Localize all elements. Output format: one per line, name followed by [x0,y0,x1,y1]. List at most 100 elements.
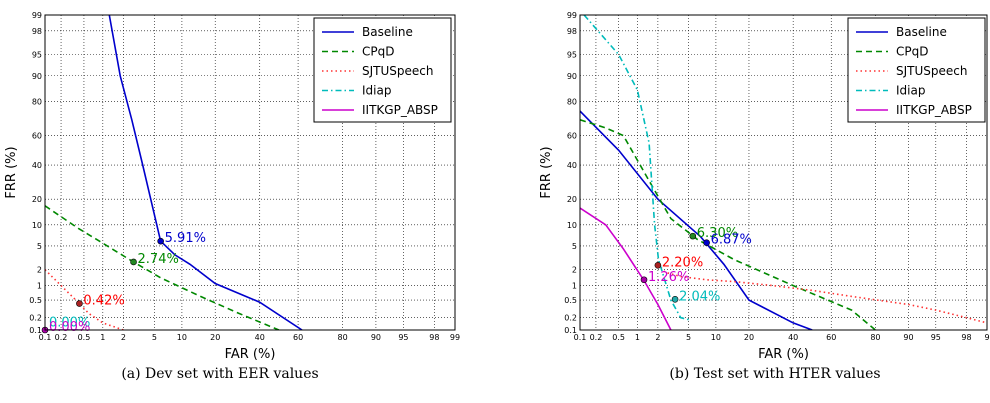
chart2-ytick-3: 1 [572,282,577,291]
chart2-xtick-7: 20 [744,333,754,342]
chart1-ytick-12: 95 [32,51,42,60]
chart1-ytick-9: 60 [32,132,42,141]
chart2-xtick-8: 40 [788,333,798,342]
chart1-ytick-7: 20 [32,195,42,204]
chart2-xtick-5: 5 [686,333,691,342]
chart1-frame [44,14,456,331]
chart2-xtick-2: 0.5 [612,333,625,342]
chart2-xtick-4: 2 [655,333,660,342]
chart1-label-1: 2.74% [138,252,179,267]
chart2-xtick-0: 0.1 [574,333,587,342]
chart2-xtick-9: 60 [826,333,836,342]
chart2-legend-text-0: Baseline [896,25,947,39]
chart1-ytick-8: 40 [32,161,42,170]
chart1-xtick-13: 98 [429,333,439,342]
chart2-label-2: 2.20% [662,255,703,270]
chart1-xtick-1: 0.2 [55,333,68,342]
chart2-ytick-5: 5 [572,242,577,251]
chart2-xtick-10: 80 [870,333,880,342]
chart1-legend-text-2: SJTUSpeech [362,64,433,78]
chart2-legend-text-2: SJTUSpeech [896,64,967,78]
chart2-point-3 [640,276,648,284]
chart1-xtick-3: 1 [100,333,105,342]
chart2-ytick-6: 10 [567,221,577,230]
chart2-series-4 [580,207,672,330]
chart1-xtick-5: 5 [152,333,157,342]
chart2-ytick-7: 20 [567,195,577,204]
chart1-ytick-4: 2 [37,266,42,275]
chart1-xtick-9: 60 [293,333,303,342]
chart2-ytick-0: 0.1 [564,326,577,335]
chart1-label-2: 0.42% [83,294,124,309]
chart1-ylabel: FRR (%) [4,146,19,198]
chart2-ytick-12: 95 [567,51,577,60]
chart1-legend-text-0: Baseline [362,25,413,39]
chart1-ytick-0: 0.1 [29,326,42,335]
chart1-ytick-13: 98 [32,27,42,36]
chart1-point-1 [130,258,137,266]
chart1-xtick-10: 80 [338,333,348,342]
chart1-series-2 [45,269,124,330]
chart1-xtick-12: 95 [398,333,408,342]
chart2-xlabel: FAR (%) [758,347,809,362]
chart2-ytick-14: 99 [567,11,577,20]
chart1-point-0 [157,237,164,245]
chart2-legend-text-3: Idiap [896,84,925,98]
chart2-point-1 [703,239,710,247]
chart2-label-1: 6.87% [711,233,752,248]
caption-b: (b) Test set with HTER values [669,366,881,382]
chart2-ytick-11: 90 [567,72,577,81]
chart2-ytick-13: 98 [567,27,577,36]
chart1-label-0: 5.91% [165,231,206,246]
caption-a: (a) Dev set with EER values [121,366,319,382]
chart2-xtick-1: 0.2 [590,333,603,342]
chart2-series-0 [580,110,813,330]
chart2-legend-box [847,17,986,123]
chart2-xtick-13: 98 [961,333,971,342]
chart1-ytick-2: 0.5 [29,296,42,305]
chart1-legend-box [313,17,452,123]
chart1-xtick-6: 10 [177,333,187,342]
chart2-xtick-14: 9 [984,333,989,342]
chart1-label-4: 0.00% [49,320,90,335]
chart1-xtick-0: 0.1 [39,333,52,342]
chart1-ytick-11: 90 [32,72,42,81]
chart1-legend-text-1: CPqD [362,45,394,59]
chart2-xtick-6: 10 [711,333,721,342]
chart1-legend-text-3: Idiap [362,84,391,98]
chart2-ytick-1: 0.2 [564,314,577,323]
chart2-series-2 [660,266,987,324]
chart1-ytick-5: 5 [37,242,42,251]
chart2-point-0 [689,232,697,240]
chart1-xlabel: FAR (%) [225,347,276,362]
chart2-ytick-9: 60 [567,132,577,141]
chart2-xtick-11: 90 [903,333,913,342]
chart2-point-4 [671,295,679,303]
chart2-legend-text-1: CPqD [896,45,928,59]
chart2-label-4: 2.04% [679,289,720,304]
chart2-ytick-2: 0.5 [564,296,577,305]
chart1-xtick-7: 20 [210,333,220,342]
chart2-label-3: 1.26% [648,270,689,285]
chart2-series-1 [580,119,876,330]
chart2-ylabel: FRR (%) [539,146,554,198]
chart2-series-3 [583,15,689,321]
chart1-xtick-14: 99 [450,333,460,342]
chart1-xtick-4: 2 [121,333,126,342]
chart2-ytick-4: 2 [572,266,577,275]
chart1-series-1 [45,205,280,330]
chart1-ytick-3: 1 [37,282,42,291]
chart1-ytick-6: 10 [32,221,42,230]
chart1-point-2 [76,300,83,307]
chart1-ytick-10: 80 [32,97,42,106]
chart2-legend-text-4: IITKGP_ABSP [896,103,972,117]
chart1-label-3: 0.00% [49,315,90,330]
chart2-xtick-3: 1 [635,333,640,342]
chart1-series-0 [108,15,303,330]
chart1-xtick-11: 90 [371,333,381,342]
chart2-point-2 [654,261,662,269]
chart1-xtick-2: 0.5 [78,333,91,342]
chart2-ytick-8: 40 [567,161,577,170]
chart2-ytick-10: 80 [567,97,577,106]
